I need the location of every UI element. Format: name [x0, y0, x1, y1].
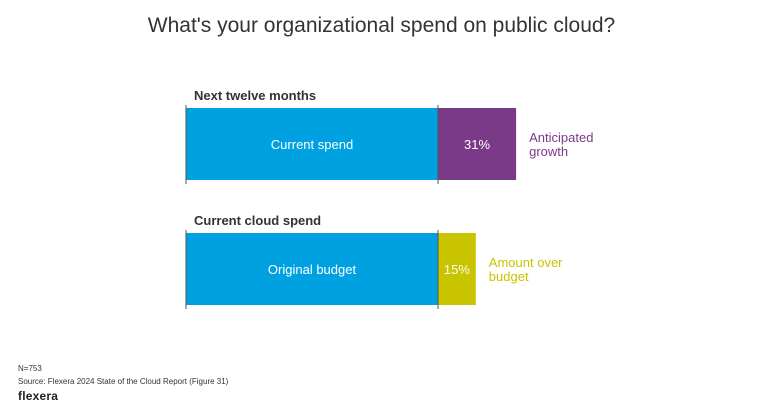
group-1-base-bar — [186, 108, 438, 180]
group-2-extra-bar — [438, 233, 476, 305]
group-2-label: Current cloud spend — [194, 213, 321, 228]
sample-size: N=753 — [18, 364, 42, 373]
chart-title: What's your organizational spend on publ… — [147, 14, 616, 37]
group-2-extra-value: 15% — [444, 262, 470, 277]
group-1-base-label: Current spend — [271, 137, 353, 152]
group-2-annotation: Amount over budget — [489, 255, 563, 284]
group-2-base-bar — [186, 233, 438, 305]
group-1-extra-value: 31% — [464, 137, 490, 152]
group-2-base-label: Original budget — [268, 262, 357, 277]
group-1-extra-bar — [438, 108, 517, 180]
group-1-label: Next twelve months — [194, 88, 316, 103]
source-note: Source: Flexera 2024 State of the Cloud … — [18, 377, 229, 386]
flexera-logo: flexera — [18, 389, 59, 403]
group-1-annotation: Anticipated growth — [529, 130, 593, 159]
